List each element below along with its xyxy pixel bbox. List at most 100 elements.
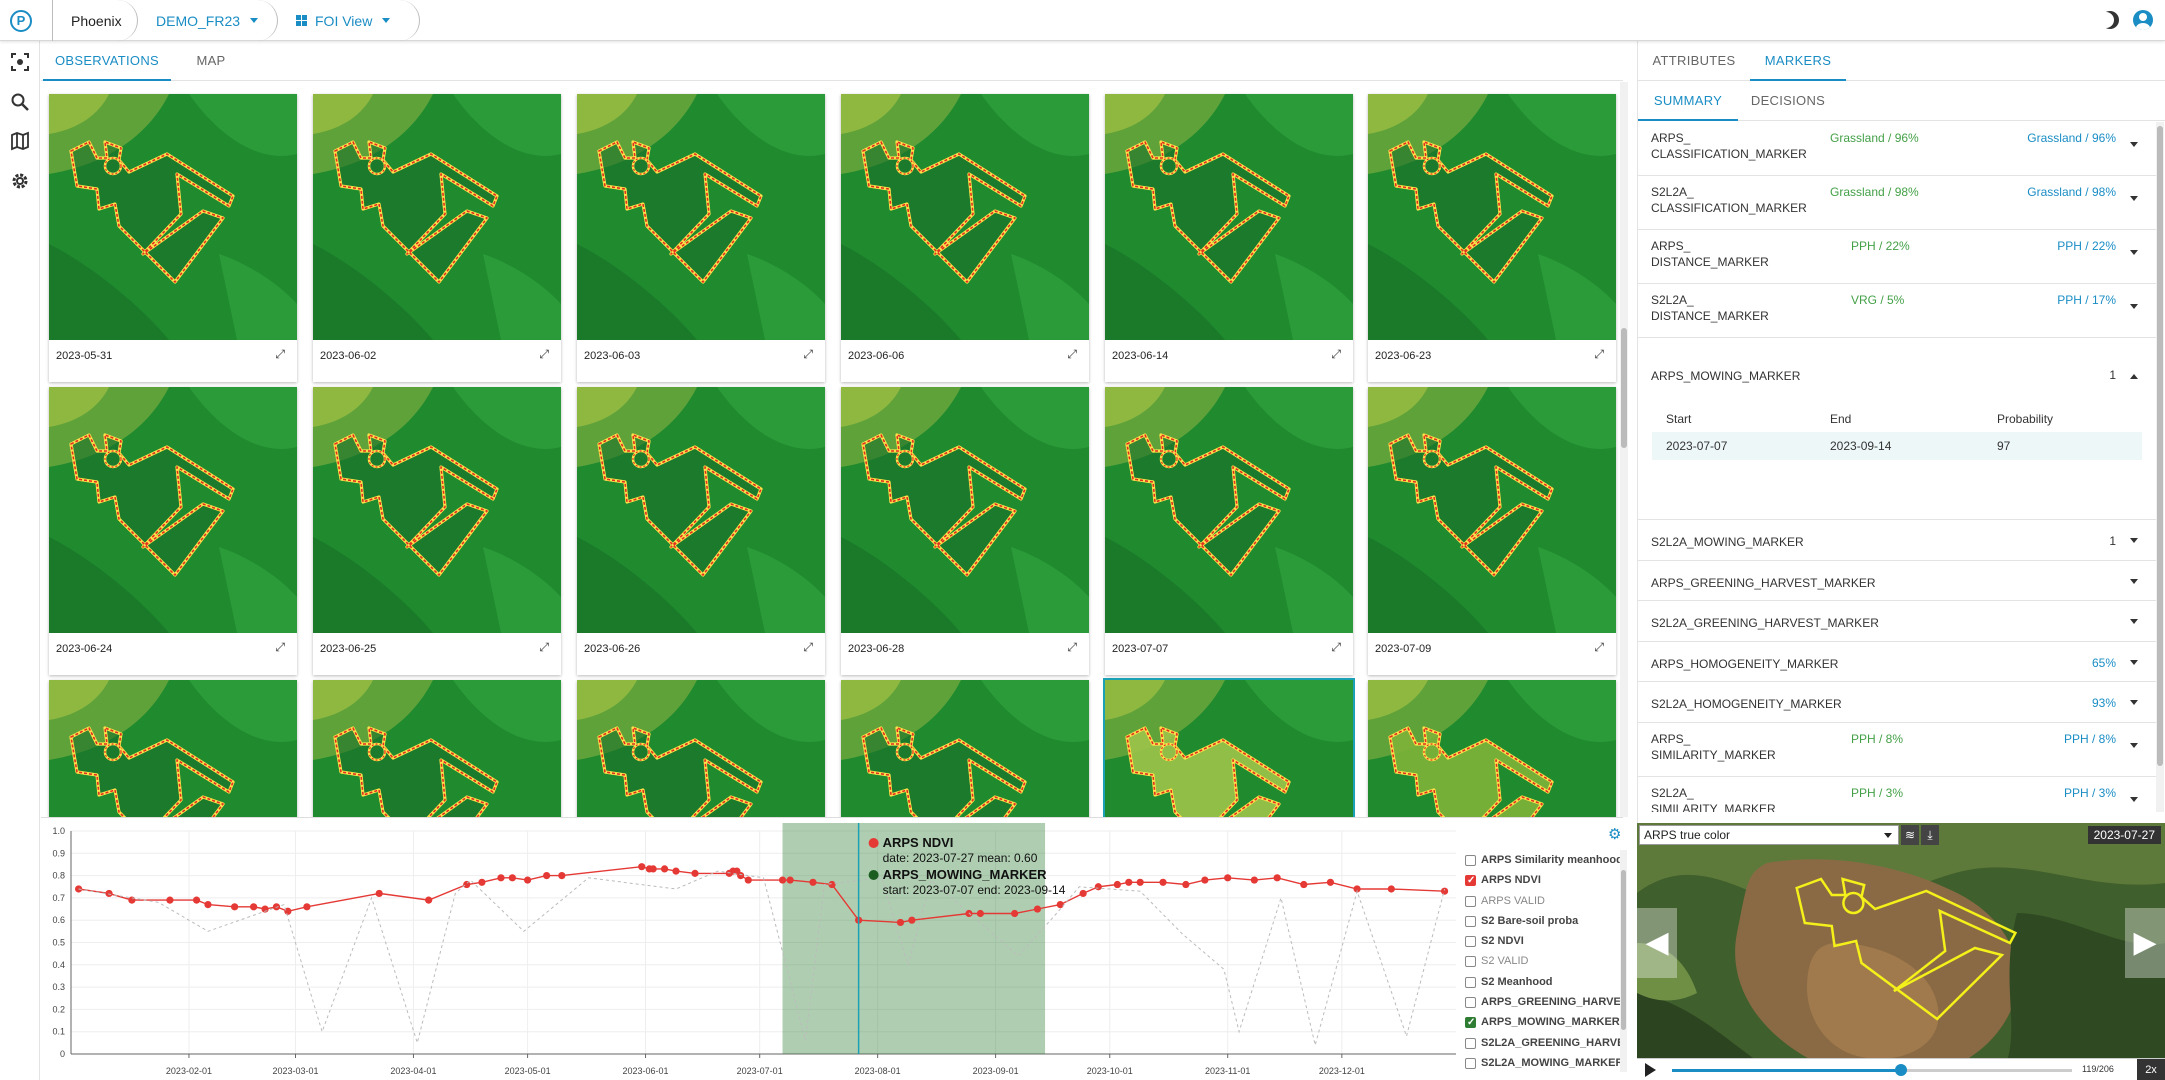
settings-icon[interactable]	[10, 171, 30, 191]
marker-row[interactable]: S2L2A_MOWING_MARKER 1	[1638, 520, 2156, 561]
legend-checkbox[interactable]	[1465, 855, 1476, 866]
chevron-down-icon[interactable]	[2130, 700, 2138, 705]
dark-mode-icon[interactable]	[2101, 11, 2119, 29]
chevron-down-icon[interactable]	[2130, 619, 2138, 624]
gallery-scrollbar[interactable]	[1620, 82, 1628, 817]
layer-select[interactable]: ARPS true color	[1639, 825, 1899, 845]
legend-checkbox[interactable]	[1465, 997, 1476, 1009]
observation-card[interactable]: 2023-06-25 ⤢	[313, 387, 561, 675]
chevron-down-icon[interactable]	[2130, 579, 2138, 584]
expand-icon[interactable]: ⤢	[1067, 640, 1077, 654]
gallery-scrollbar-thumb[interactable]	[1621, 328, 1627, 448]
legend-checkbox[interactable]	[1465, 1057, 1476, 1069]
map-icon[interactable]	[10, 131, 30, 151]
expand-icon[interactable]: ⤢	[539, 640, 549, 654]
chevron-down-icon[interactable]	[2130, 142, 2138, 147]
observation-card[interactable]: 2023-06-14 ⤢	[1105, 94, 1353, 382]
legend-scrollbar-thumb[interactable]	[1621, 870, 1626, 1030]
timeline-slider-handle[interactable]	[1895, 1064, 1907, 1076]
observation-card[interactable]: ⤢	[49, 680, 297, 817]
observation-card[interactable]: ⤢	[313, 680, 561, 817]
tab-map[interactable]: MAP	[196, 53, 226, 68]
marker-row[interactable]: S2L2A_HOMOGENEITY_MARKER 93%	[1638, 682, 2156, 723]
chevron-down-icon[interactable]	[2130, 196, 2138, 201]
expand-icon[interactable]: ⤢	[539, 347, 549, 361]
marker-row[interactable]: ARPS_MOWING_MARKER 1 Start End Probabilit…	[1638, 338, 2156, 520]
legend-checkbox[interactable]	[1465, 976, 1476, 988]
observation-card[interactable]: ⤢	[577, 680, 825, 817]
marker-scrollbar[interactable]	[2156, 122, 2164, 812]
legend-item[interactable]: ARPS_MOWING_MARKER	[1463, 1012, 1623, 1033]
observation-card[interactable]: 2023-05-31 ⤢	[49, 94, 297, 382]
layers-icon[interactable]: ≋	[1901, 825, 1919, 845]
observation-card[interactable]: 2023-06-02 ⤢	[313, 94, 561, 382]
app-logo[interactable]: P	[10, 10, 32, 32]
legend-checkbox[interactable]	[1465, 1013, 1476, 1033]
marker-row[interactable]: ARPS_GREENING_HARVEST_MARKER	[1638, 561, 2156, 601]
expand-icon[interactable]: ⤢	[1594, 347, 1604, 361]
legend-item[interactable]: S2L2A_GREENING_HARVEST	[1463, 1033, 1623, 1053]
chevron-down-icon[interactable]	[2130, 538, 2138, 543]
legend-item[interactable]: S2 Bare-soil proba	[1463, 911, 1623, 931]
search-icon[interactable]	[10, 92, 30, 112]
marker-row[interactable]: S2L2A_GREENING_HARVEST_MARKER	[1638, 601, 2156, 642]
chevron-up-icon[interactable]	[2130, 374, 2138, 379]
chevron-down-icon[interactable]	[2130, 660, 2138, 665]
chevron-down-icon[interactable]	[2130, 304, 2138, 309]
legend-checkbox[interactable]	[1465, 936, 1476, 948]
marker-row[interactable]: ARPS_HOMOGENEITY_MARKER 65%	[1638, 642, 2156, 682]
next-image-button[interactable]: ▶	[2125, 908, 2165, 978]
legend-item[interactable]: ARPS Similarity meanhood	[1463, 850, 1623, 870]
legend-item[interactable]: S2 NDVI	[1463, 931, 1623, 951]
tab-observations[interactable]: OBSERVATIONS	[43, 41, 171, 81]
expand-icon[interactable]: ⤢	[1331, 347, 1341, 361]
expand-icon[interactable]: ⤢	[1331, 640, 1341, 654]
chevron-down-icon[interactable]	[2130, 743, 2138, 748]
chevron-down-icon[interactable]	[2130, 250, 2138, 255]
marker-row[interactable]: ARPS_ DISTANCE_MARKER PPH / 22% PPH / 22%	[1638, 230, 2156, 284]
expand-icon[interactable]: ⤢	[803, 640, 813, 654]
legend-item[interactable]: ARPS NDVI	[1463, 870, 1623, 891]
legend-item[interactable]: ARPS_GREENING_HARVEST	[1463, 992, 1623, 1012]
observation-card[interactable]: 2023-06-06 ⤢	[841, 94, 1089, 382]
download-icon[interactable]: ⤓	[1921, 825, 1939, 845]
tab-markers[interactable]: MARKERS	[1750, 41, 1846, 81]
legend-checkbox[interactable]	[1465, 871, 1476, 891]
expand-icon[interactable]: ⤢	[1067, 347, 1077, 361]
legend-checkbox[interactable]	[1465, 895, 1476, 907]
table-row[interactable]: 2023-07-07 2023-09-14 97	[1652, 432, 2142, 460]
expand-icon[interactable]: ⤢	[275, 640, 285, 654]
playback-speed[interactable]: 2x	[2137, 1059, 2165, 1080]
legend-checkbox[interactable]	[1465, 1037, 1476, 1049]
chart-settings-icon[interactable]: ⚙	[1608, 826, 1622, 843]
breadcrumb-project[interactable]: DEMO_FR23	[138, 0, 278, 41]
observation-card[interactable]: ⤢	[1368, 680, 1616, 817]
legend-item[interactable]: S2 Meanhood	[1463, 972, 1623, 992]
observation-card[interactable]: ⤢	[841, 680, 1089, 817]
legend-scrollbar[interactable]	[1620, 850, 1627, 1072]
legend-item[interactable]: S2 VALID	[1463, 951, 1623, 971]
marker-row[interactable]: S2L2A_ CLASSIFICATION_MARKER Grassland / …	[1638, 176, 2156, 230]
observation-card[interactable]: 2023-06-28 ⤢	[841, 387, 1089, 675]
play-icon[interactable]	[1645, 1063, 1656, 1077]
observation-card[interactable]: 2023-07-09 ⤢	[1368, 387, 1616, 675]
breadcrumb-app[interactable]: Phoenix	[52, 0, 138, 41]
observation-card[interactable]: ⤢	[1103, 678, 1355, 817]
marker-scrollbar-thumb[interactable]	[2157, 126, 2163, 766]
observation-card[interactable]: 2023-06-23 ⤢	[1368, 94, 1616, 382]
previous-image-button[interactable]: ◀	[1637, 908, 1677, 978]
legend-checkbox[interactable]	[1465, 915, 1476, 927]
expand-icon[interactable]: ⤢	[803, 347, 813, 361]
breadcrumb-view[interactable]: FOI View	[278, 0, 420, 41]
marker-row[interactable]: S2L2A_ DISTANCE_MARKER VRG / 5% PPH / 17%	[1638, 284, 2156, 338]
legend-checkbox[interactable]	[1465, 956, 1476, 968]
marker-row[interactable]: ARPS_ CLASSIFICATION_MARKER Grassland / 9…	[1638, 122, 2156, 176]
observation-card[interactable]: 2023-06-03 ⤢	[577, 94, 825, 382]
observation-card[interactable]: 2023-07-07 ⤢	[1105, 387, 1353, 675]
chevron-down-icon[interactable]	[2130, 797, 2138, 802]
marker-row[interactable]: ARPS_ SIMILARITY_MARKER PPH / 8% PPH / 8%	[1638, 723, 2156, 777]
tab-attributes[interactable]: ATTRIBUTES	[1652, 53, 1736, 68]
tab-decisions[interactable]: DECISIONS	[1750, 93, 1826, 108]
expand-icon[interactable]: ⤢	[275, 347, 285, 361]
tab-summary[interactable]: SUMMARY	[1638, 81, 1738, 121]
